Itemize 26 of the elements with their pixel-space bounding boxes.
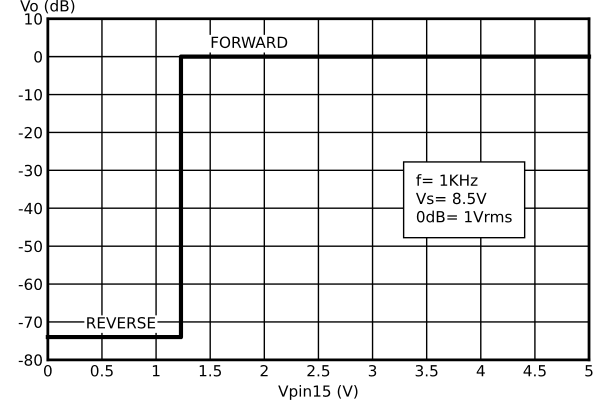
- x-axis-title: Vpin15 (V): [278, 385, 358, 400]
- x-tick-label: 3.5: [416, 364, 438, 377]
- x-tick-label: 0: [44, 364, 52, 377]
- annotation: f= 1KHz Vs= 8.5V 0dB= 1Vrms: [416, 174, 512, 222]
- y-tick-label: -30: [18, 164, 42, 176]
- x-tick-label: 1.5: [200, 365, 222, 377]
- y-tick-label: -20: [18, 126, 42, 138]
- annotation: FORWARD: [212, 36, 288, 48]
- x-tick-label: 2.5: [307, 364, 330, 377]
- y-tick-label: -70: [18, 316, 42, 328]
- y-tick-label: -50: [18, 240, 42, 252]
- x-tick-label: 3: [368, 364, 376, 377]
- annotation: REVERSE: [87, 317, 156, 329]
- x-tick-label: 4: [476, 365, 485, 376]
- y-tick-label: -40: [18, 202, 42, 214]
- x-tick-label: 5: [585, 365, 593, 377]
- y-tick-label: 0: [34, 51, 42, 63]
- y-tick-label: -80: [18, 354, 42, 366]
- x-tick-label: 4.5: [524, 365, 546, 377]
- y-axis-title: Vo (dB): [20, 0, 74, 14]
- x-tick-label: 0.5: [90, 364, 113, 377]
- y-tick-label: 10: [25, 13, 42, 25]
- y-tick-label: -60: [18, 278, 42, 290]
- x-tick-label: 2: [260, 364, 268, 376]
- y-tick-label: -10: [18, 88, 42, 101]
- x-tick-label: 1: [152, 365, 160, 376]
